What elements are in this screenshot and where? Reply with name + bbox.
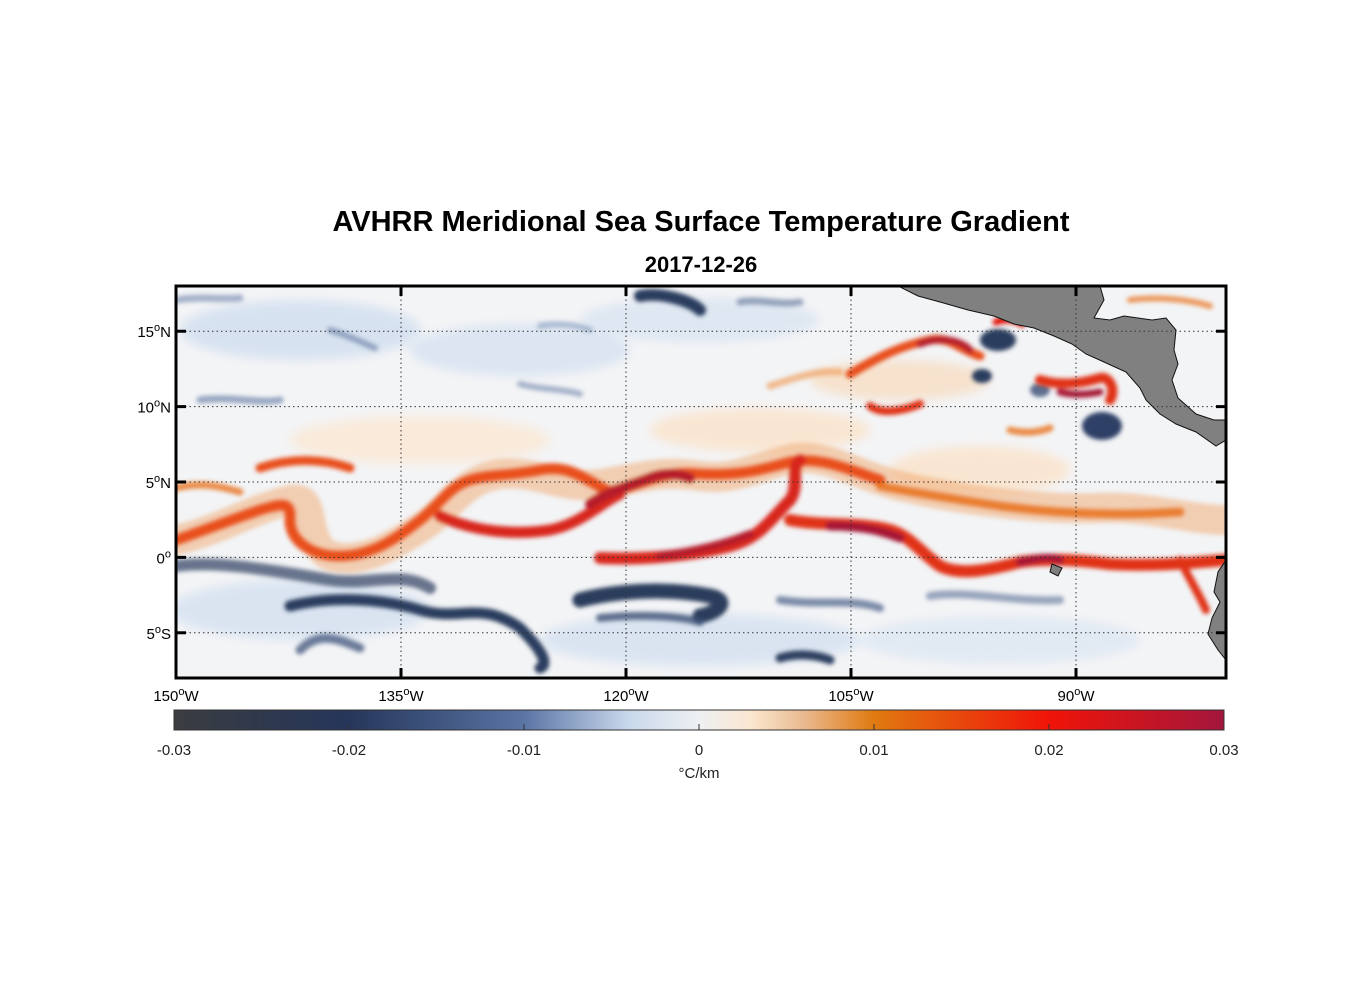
lon-tick-num: 120: [603, 688, 628, 705]
lat-tick-hemisphere: N: [160, 475, 171, 492]
colorbar-unit-label: °C/km: [679, 765, 720, 782]
lon-tick-label: 90oW: [1058, 686, 1096, 705]
lat-tick-label: 5oS: [147, 624, 171, 643]
colorbar-tick-label: -0.01: [507, 742, 541, 759]
chart-title: AVHRR Meridional Sea Surface Temperature…: [332, 206, 1070, 238]
land: [897, 286, 1226, 661]
lon-tick-num: 150: [153, 688, 178, 705]
lon-tick-hemisphere: W: [859, 688, 874, 705]
lon-tick-num: 135: [378, 688, 403, 705]
lon-tick-label: 150oW: [153, 686, 199, 705]
lon-tick-degree: o: [1074, 686, 1080, 698]
lon-tick-degree: o: [628, 686, 634, 698]
lon-tick-num: 90: [1058, 688, 1075, 705]
lat-tick-label: 5oN: [146, 473, 171, 492]
lat-tick-num: 10: [137, 400, 154, 417]
colorbar-tick-label: 0.02: [1034, 742, 1063, 759]
lat-tick-label: 0o: [157, 548, 171, 567]
colorbar-tick-label: 0.01: [859, 742, 888, 759]
lat-tick-num: 5: [146, 475, 154, 492]
lon-tick-label: 120oW: [603, 686, 649, 705]
lat-tick-hemisphere: N: [160, 400, 171, 417]
central-america-landmass: [897, 286, 1226, 447]
lat-tick-label: 15oN: [137, 322, 171, 341]
colorbar-tick-label: -0.02: [332, 742, 366, 759]
colorbar-tick-label: -0.03: [157, 742, 191, 759]
lon-tick-degree: o: [178, 686, 184, 698]
lat-tick-degree: o: [154, 322, 160, 334]
chart-subtitle: 2017-12-26: [644, 252, 758, 277]
map-frame: [174, 284, 1228, 680]
map-field: [176, 286, 1226, 678]
lat-tick-degree: o: [154, 398, 160, 410]
colorbar-tick-label: 0: [695, 742, 703, 759]
lon-tick-degree: o: [853, 686, 859, 698]
lat-tick-hemisphere: S: [161, 626, 171, 643]
lon-tick-num: 105: [828, 688, 853, 705]
lon-tick-hemisphere: W: [409, 688, 424, 705]
lat-tick-label: 10oN: [137, 398, 171, 417]
lon-tick-hemisphere: W: [634, 688, 649, 705]
galapagos-landmass: [1049, 563, 1063, 577]
lat-tick-degree: o: [155, 624, 161, 636]
lat-tick-num: 0: [157, 550, 165, 567]
south-america-landmass: [1207, 559, 1226, 661]
lon-tick-hemisphere: W: [184, 688, 199, 705]
lat-tick-degree: o: [154, 473, 160, 485]
lon-tick-label: 135oW: [378, 686, 424, 705]
lat-tick-hemisphere: N: [160, 324, 171, 341]
lat-tick-num: 5: [147, 626, 155, 643]
lon-tick-label: 105oW: [828, 686, 874, 705]
lat-tick-num: 15: [137, 324, 154, 341]
lon-tick-degree: o: [403, 686, 409, 698]
colorbar-ticks: -0.03 -0.02 -0.01 0 0.01 0.02 0.03: [157, 724, 1239, 759]
colorbar-tick-label: 0.03: [1209, 742, 1238, 759]
lat-tick-degree: o: [165, 548, 171, 560]
lon-tick-hemisphere: W: [1080, 688, 1095, 705]
warm-fronts: [176, 295, 1226, 614]
longitude-labels: 150oW 135oW 120oW 105oW 90oW: [153, 686, 1095, 705]
cold-fronts: [176, 289, 1122, 674]
